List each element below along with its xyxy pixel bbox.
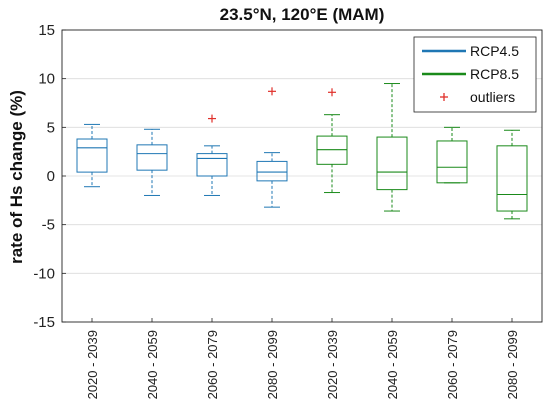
- plot-frame: [61, 29, 543, 323]
- outlier-marker: [328, 88, 336, 97]
- x-tick-label: 2040 - 2059: [145, 330, 160, 399]
- y-tick-label: -10: [33, 265, 55, 282]
- iqr-box: [376, 136, 408, 191]
- iqr-box: [256, 160, 288, 182]
- legend-label: RCP8.5: [470, 66, 519, 82]
- y-tick-label: 10: [38, 71, 55, 88]
- y-tick-label: 0: [47, 168, 55, 185]
- x-tick-label: 2060 - 2079: [445, 330, 460, 399]
- iqr-box: [76, 138, 108, 173]
- box-rcp45-3: [196, 114, 228, 196]
- legend-label: outliers: [470, 89, 515, 105]
- x-axis-ticks: 2020 - 2039 2040 - 2059 2060 - 2079 2080 - …: [85, 318, 520, 399]
- box-rcp85-7: [436, 126, 468, 184]
- box-rcp85-6: [376, 83, 408, 212]
- box-rcp45-1: [76, 123, 108, 188]
- x-tick-label: 2080 - 2099: [265, 330, 280, 399]
- iqr-box: [196, 153, 228, 177]
- box-rcp85-5: [316, 88, 348, 194]
- box-rcp45-4: [256, 87, 288, 208]
- outlier-marker: [208, 114, 216, 123]
- boxes: [76, 83, 528, 220]
- y-axis-ticks: 15 10 5 0 -5 -10 -15: [33, 22, 66, 331]
- x-tick-label: 2060 - 2079: [205, 330, 220, 399]
- box-rcp45-2: [136, 128, 168, 196]
- y-axis-label: rate of Hs change (%): [7, 90, 26, 264]
- y-tick-label: 15: [38, 22, 55, 39]
- iqr-box: [436, 140, 468, 184]
- legend-entry: outliers: [440, 89, 515, 105]
- legend-label: RCP4.5: [470, 43, 519, 59]
- x-tick-label: 2020 - 2039: [325, 330, 340, 399]
- outlier-marker: [268, 87, 276, 96]
- box-rcp85-8: [496, 129, 528, 220]
- iqr-box: [136, 144, 168, 171]
- y-tick-label: -5: [42, 217, 55, 234]
- legend-entry: RCP4.5: [422, 43, 519, 59]
- legend-swatch: [440, 93, 448, 101]
- x-tick-label: 2020 - 2039: [85, 330, 100, 399]
- legend: RCP4.5 RCP8.5 outliers: [413, 36, 537, 113]
- legend-entry: RCP8.5: [422, 66, 519, 82]
- iqr-box: [496, 145, 528, 212]
- x-tick-label: 2080 - 2099: [505, 330, 520, 399]
- y-tick-label: -15: [33, 314, 55, 331]
- y-tick-label: 5: [47, 119, 55, 136]
- chart-title: 23.5°N, 120°E (MAM): [220, 5, 385, 24]
- x-tick-label: 2040 - 2059: [385, 330, 400, 399]
